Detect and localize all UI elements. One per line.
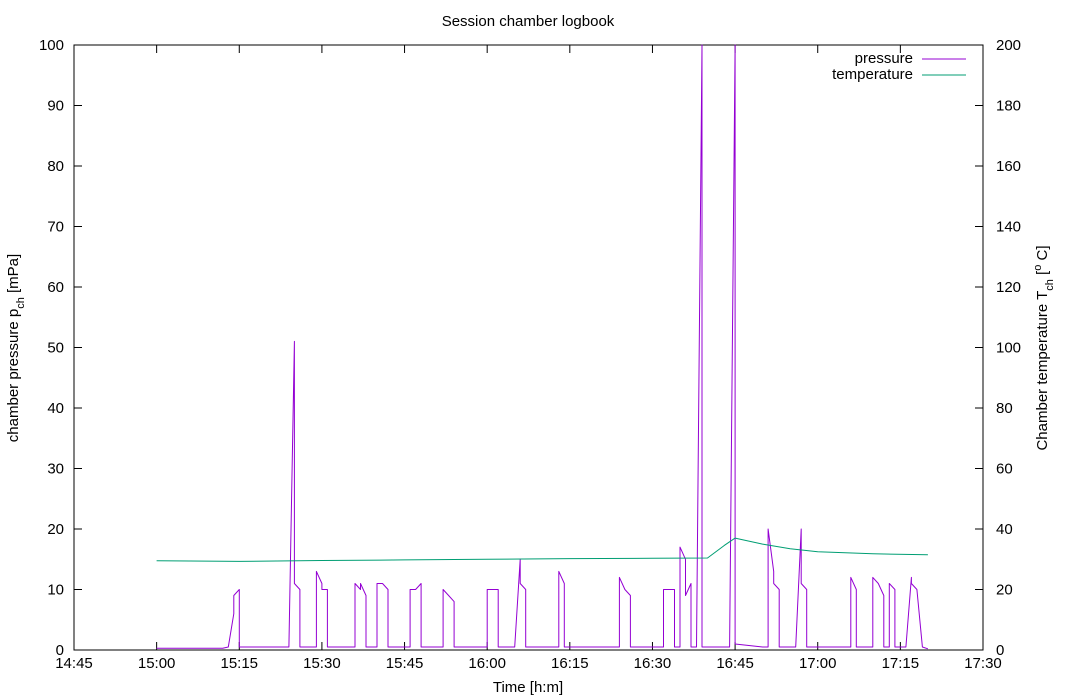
y2-tick-label: 140 xyxy=(996,219,1021,236)
right-axis: 0 20 40 60 80 100 120 140 160 180 200 xyxy=(975,37,1021,659)
x-tick-label: 17:00 xyxy=(799,655,837,672)
y2-tick-label: 200 xyxy=(996,37,1021,54)
x-tick-label: 15:30 xyxy=(303,655,341,672)
x-tick-label: 16:00 xyxy=(468,655,506,672)
series-layer xyxy=(156,44,929,650)
x-axis: 14:45 15:00 15:15 15:30 15:45 16:00 16:15 16:30… xyxy=(55,45,1002,672)
x-tick-label: 16:30 xyxy=(634,655,672,672)
y2-tick-label: 40 xyxy=(996,521,1013,538)
y2-axis-label-main: Chamber temperature T xyxy=(1034,291,1051,451)
chart-title: Session chamber logbook xyxy=(442,13,615,30)
y2-tick-label: 80 xyxy=(996,400,1013,417)
y2-tick-label: 20 xyxy=(996,582,1013,599)
y2-axis-label-sub: ch xyxy=(1044,279,1056,291)
y-tick-label: 20 xyxy=(47,521,64,538)
y-tick-label: 90 xyxy=(47,98,64,115)
y2-axis-label-unit-pre: [ xyxy=(1034,270,1051,279)
y-tick-label: 10 xyxy=(47,582,64,599)
y2-tick-label: 120 xyxy=(996,279,1021,296)
y-tick-label: 0 xyxy=(56,642,64,659)
x-tick-label: 14:45 xyxy=(55,655,93,672)
y2-tick-label: 100 xyxy=(996,340,1021,357)
y2-tick-label: 0 xyxy=(996,642,1004,659)
y2-tick-label: 180 xyxy=(996,98,1021,115)
x-tick-label: 15:15 xyxy=(220,655,258,672)
x-axis-label: Time [h:m] xyxy=(493,679,563,696)
y2-tick-label: 60 xyxy=(996,461,1013,478)
x-tick-label: 17:30 xyxy=(964,655,1002,672)
y-axis-label-main: chamber pressure p xyxy=(5,309,22,442)
x-tick-label: 15:45 xyxy=(386,655,424,672)
y2-tick-label: 160 xyxy=(996,158,1021,175)
y2-axis-label: Chamber temperature Tch [o C] xyxy=(1032,245,1056,450)
x-tick-label: 16:15 xyxy=(551,655,589,672)
y-axis-label: chamber pressure pch [mPa] xyxy=(5,254,27,442)
y-tick-label: 30 xyxy=(47,461,64,478)
y2-axis-label-unit-sup: o xyxy=(1032,265,1044,271)
y-tick-label: 40 xyxy=(47,400,64,417)
legend-label-pressure: pressure xyxy=(855,50,913,67)
y-tick-label: 60 xyxy=(47,279,64,296)
y-tick-label: 80 xyxy=(47,158,64,175)
series-line-pressure xyxy=(156,44,929,650)
series-line-temperature xyxy=(156,537,928,562)
x-tick-label: 16:45 xyxy=(716,655,754,672)
y-axis-label-sub: ch xyxy=(15,297,27,309)
y-tick-label: 70 xyxy=(47,219,64,236)
y-tick-label: 50 xyxy=(47,340,64,357)
x-tick-label: 17:15 xyxy=(882,655,920,672)
y-axis-label-unit: [mPa] xyxy=(5,254,22,297)
legend-label-temperature: temperature xyxy=(832,66,913,83)
legend: pressure temperature xyxy=(832,50,966,83)
left-axis: 0 10 20 30 40 50 60 70 80 90 100 xyxy=(39,37,82,659)
y-tick-label: 100 xyxy=(39,37,64,54)
y2-axis-label-unit-post: C] xyxy=(1034,245,1051,264)
x-tick-label: 15:00 xyxy=(138,655,176,672)
